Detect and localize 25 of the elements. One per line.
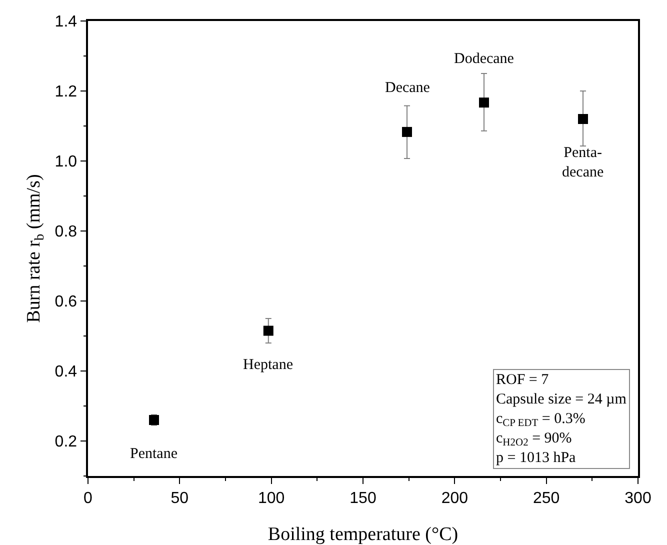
point: [263, 326, 274, 336]
point: [578, 114, 588, 124]
y-tick-label: 0.6: [54, 294, 78, 311]
text: ROF = 7 Capsule size = 24 µm c$_{CP EDT}$ = 0.3% c$_{H2O2}$ = 90% p = 1013 hPa: [496, 372, 626, 466]
annotation: Dodecane: [454, 51, 514, 67]
y-tick-label: 0.2: [54, 434, 78, 451]
x-tick-label: 100: [258, 490, 285, 507]
y-tick-label: 0.8: [54, 224, 78, 241]
annotation: Heptane: [243, 357, 294, 373]
annotation: Decane: [385, 80, 430, 96]
x-tick-label: 300: [624, 490, 652, 507]
y-tick-label: 0.4: [54, 364, 78, 381]
y-tick-label: 1.0: [54, 154, 78, 171]
y-tick-label: 1.2: [54, 84, 78, 101]
x-tick-label: 50: [170, 490, 189, 507]
y-tick-label: 1.4: [54, 14, 78, 31]
point: [402, 126, 412, 137]
x-tick-label: 0: [84, 490, 93, 507]
annotation: Pentane: [130, 446, 178, 462]
x-tick-label: 200: [441, 490, 468, 507]
annotation: Penta- decane: [562, 145, 604, 180]
point: [479, 98, 489, 108]
x-axis-title: Boiling temperature (°C): [268, 524, 458, 545]
x-tick-label: 150: [350, 490, 376, 507]
x-tick-label: 250: [532, 490, 560, 507]
